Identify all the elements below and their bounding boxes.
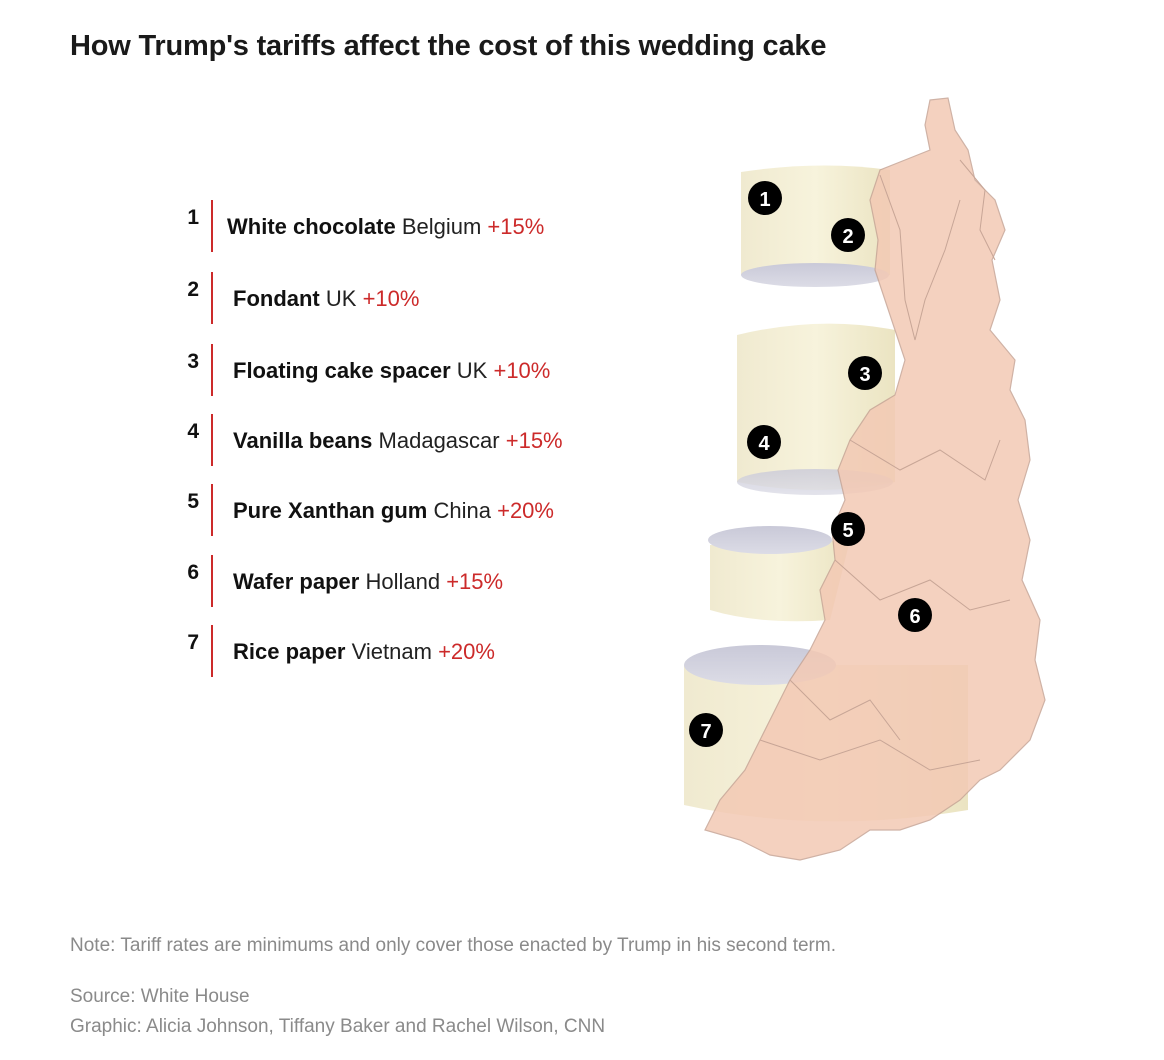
legend-divider — [211, 272, 213, 324]
ingredient-name: Wafer paper — [233, 569, 360, 594]
marker-label: 7 — [700, 721, 711, 743]
ingredient-country: China — [433, 498, 491, 523]
legend-number: 1 — [187, 206, 199, 229]
legend-text: Rice paper Vietnam +20% — [233, 639, 495, 665]
tariff-rate: +20% — [438, 639, 495, 664]
cake-illustration: 1 2 3 4 5 6 7 — [684, 97, 1046, 861]
tariff-rate: +10% — [362, 286, 420, 311]
ingredient-name: Floating cake spacer — [233, 358, 451, 383]
legend-text: Wafer paper Holland +15% — [233, 569, 503, 595]
marker-3: 3 — [848, 356, 882, 390]
credit-line: Graphic: Alicia Johnson, Tiffany Baker a… — [70, 1016, 606, 1037]
legend-divider — [211, 555, 213, 607]
marker-2: 2 — [831, 218, 865, 252]
marker-4: 4 — [747, 425, 781, 459]
legend-item-6: 6 Wafer paper Holland +15% — [175, 555, 645, 607]
legend-item-3: 3 Floating cake spacer UK +10% — [175, 344, 645, 396]
legend-item-4: 4 Vanilla beans Madagascar +15% — [175, 414, 645, 466]
marker-6: 6 — [898, 598, 932, 632]
legend-item-5: 5 Pure Xanthan gum China +20% — [175, 484, 645, 536]
legend-text: Floating cake spacer UK +10% — [233, 358, 550, 384]
ingredient-name: Fondant — [233, 286, 320, 311]
tariff-rate: +15% — [446, 569, 504, 594]
tariff-rate: +15% — [487, 214, 545, 239]
legend-number: 5 — [187, 490, 199, 513]
legend-text: Fondant UK +10% — [233, 286, 419, 312]
marker-label: 2 — [842, 226, 853, 248]
marker-label: 1 — [759, 189, 770, 211]
cake-tier-3 — [708, 526, 850, 622]
legend-divider — [211, 484, 213, 536]
source-line: Source: White House — [70, 986, 250, 1007]
ingredient-country: Belgium — [401, 214, 482, 239]
ingredient-name: Pure Xanthan gum — [233, 498, 428, 523]
marker-label: 5 — [842, 520, 853, 542]
marker-5: 5 — [831, 512, 865, 546]
ingredient-country: UK — [456, 358, 488, 383]
marker-label: 3 — [859, 364, 870, 386]
legend-number: 7 — [187, 631, 199, 654]
marker-7: 7 — [689, 713, 723, 747]
legend-item-7: 7 Rice paper Vietnam +20% — [175, 625, 645, 677]
marker-1: 1 — [748, 181, 782, 215]
legend-divider — [211, 344, 213, 396]
legend-number: 3 — [187, 350, 199, 373]
ingredient-name: Vanilla beans — [233, 428, 373, 453]
legend-text: Vanilla beans Madagascar +15% — [233, 428, 563, 454]
legend-divider — [211, 625, 213, 677]
legend-item-2: 2 Fondant UK +10% — [175, 272, 645, 324]
page-title: How Trump's tariffs affect the cost of t… — [70, 30, 827, 62]
legend-number: 2 — [187, 278, 199, 301]
tariff-rate: +15% — [505, 428, 563, 453]
ingredient-legend: 1 White chocolate Belgium +15% 2 Fondant… — [0, 0, 640, 700]
marker-label: 6 — [909, 606, 920, 628]
rice-paper-cascade — [704, 97, 1046, 861]
legend-text: Pure Xanthan gum China +20% — [233, 498, 554, 524]
ingredient-name: Rice paper — [233, 639, 346, 664]
legend-number: 6 — [187, 561, 199, 584]
ingredient-country: UK — [325, 286, 357, 311]
legend-divider — [211, 200, 213, 252]
legend-text: White chocolate Belgium +15% — [227, 214, 544, 240]
legend-item-1: 1 White chocolate Belgium +15% — [175, 200, 645, 252]
ingredient-country: Madagascar — [378, 428, 500, 453]
tariff-rate: +10% — [493, 358, 551, 383]
footnote: Note: Tariff rates are minimums and only… — [70, 935, 836, 956]
tariff-rate: +20% — [497, 498, 554, 523]
legend-number: 4 — [187, 420, 199, 443]
ingredient-name: White chocolate — [227, 214, 396, 239]
ingredient-country: Vietnam — [351, 639, 432, 664]
marker-label: 4 — [758, 433, 770, 455]
ingredient-country: Holland — [365, 569, 441, 594]
legend-divider — [211, 414, 213, 466]
